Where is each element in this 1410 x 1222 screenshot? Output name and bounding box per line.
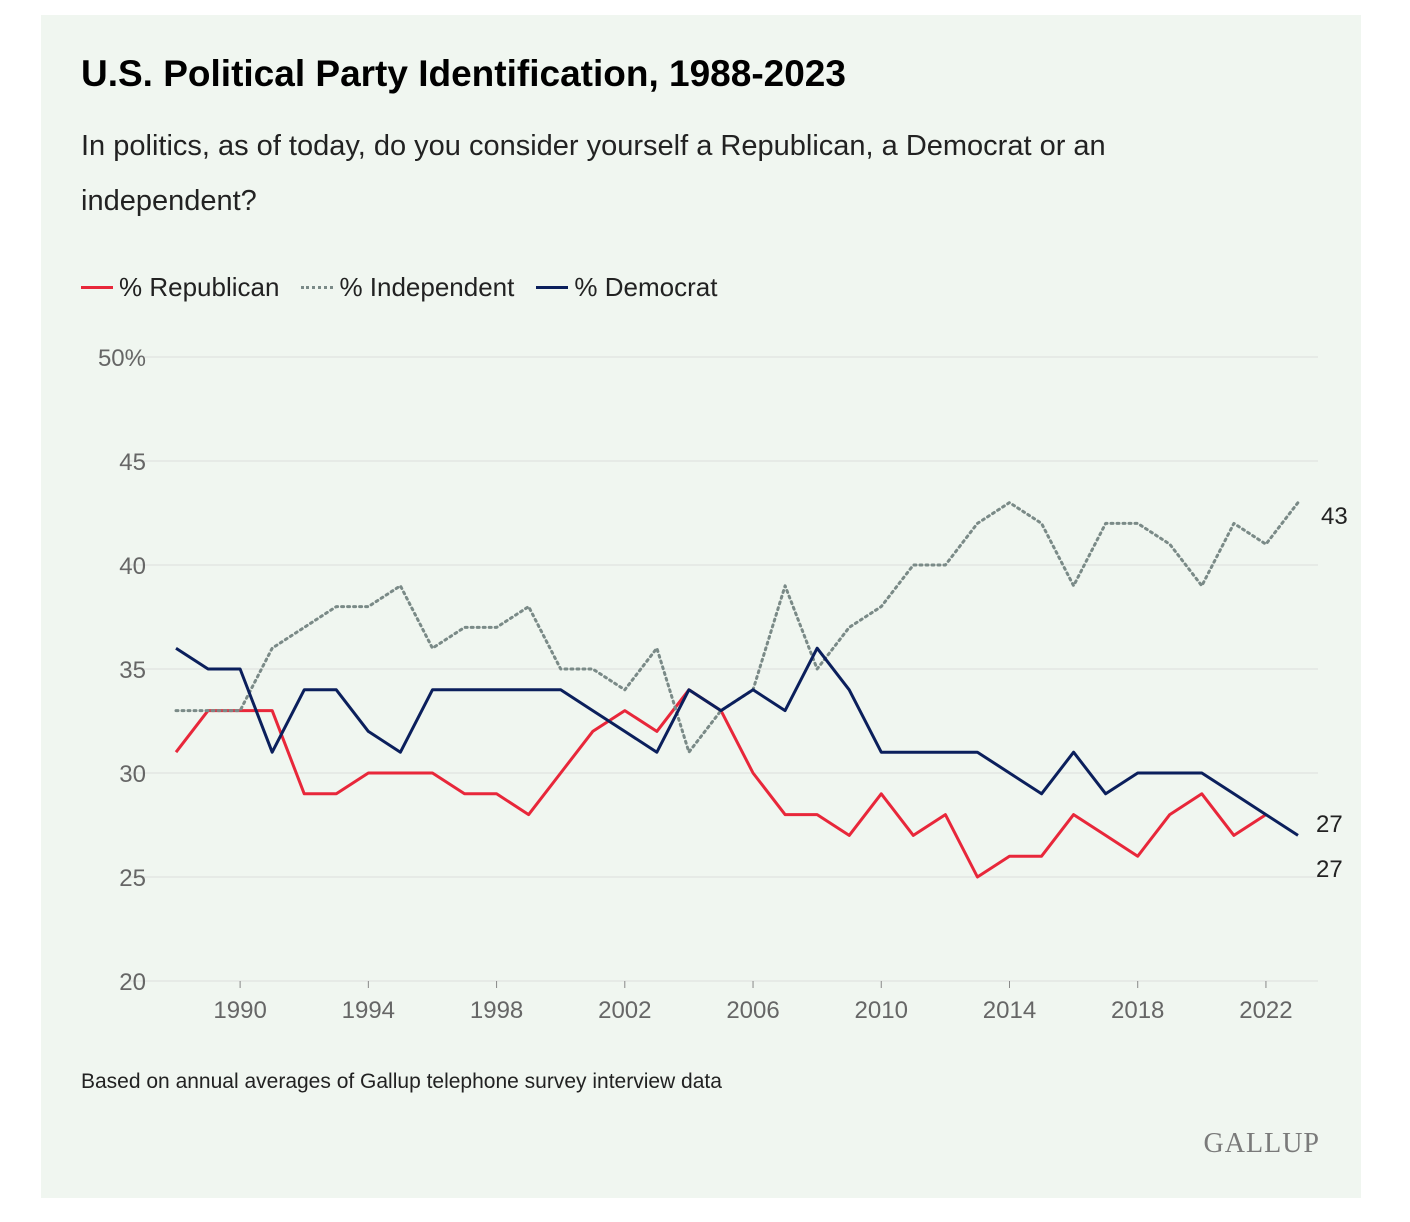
end-label-republican: 27 [1316,856,1343,883]
footnote: Based on annual averages of Gallup telep… [81,1070,722,1093]
x-tick-label: 2010 [855,997,908,1024]
legend-label-independent: % Independent [339,272,515,302]
y-tick-label: 20 [119,969,146,996]
x-tick-label: 1990 [213,997,266,1024]
legend-swatch-democrat [536,286,569,289]
y-tick-label: 35 [119,657,146,684]
y-tick-label: 50% [98,345,146,372]
legend-label-democrat: % Democrat [574,272,718,302]
end-label-democrat: 27 [1316,811,1343,838]
legend-label-republican: % Republican [119,272,280,302]
legend-item-democrat: % Democrat [536,272,717,303]
chart-subtitle: In politics, as of today, do you conside… [81,130,1106,217]
y-tick-label: 25 [119,865,146,892]
y-tick-label: 30 [119,761,146,788]
end-label-independent: 43 [1321,503,1348,530]
series-line-democrat [175,646,1299,837]
chart-legend: % Republican % Independent % Democrat [81,272,739,303]
x-tick-label: 2002 [598,997,651,1024]
x-tick-label: 2006 [726,997,779,1024]
legend-swatch-independent [301,286,334,289]
legend-item-independent: % Independent [301,272,514,303]
y-tick-label: 45 [119,449,146,476]
series-line-republican [174,688,1267,879]
x-tick-label: 1998 [470,997,523,1024]
x-tick-label: 2014 [983,997,1036,1024]
legend-item-republican: % Republican [81,272,279,303]
x-tick-label: 2022 [1239,997,1292,1024]
y-tick-label: 40 [119,553,146,580]
x-tick-label: 2018 [1111,997,1164,1024]
series-line-independent [174,501,1300,754]
chart-card [41,15,1361,1198]
legend-swatch-republican [81,286,113,289]
chart-title: U.S. Political Party Identification, 198… [81,53,846,94]
x-tick-label: 1994 [342,997,395,1024]
gallup-logo: GALLUP [1203,1128,1320,1159]
